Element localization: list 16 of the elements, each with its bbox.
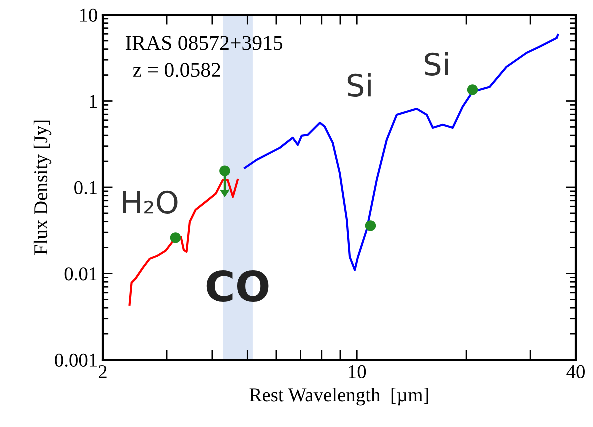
y-tick-label: 0.1 (74, 181, 97, 195)
annotation: Si (425, 52, 448, 76)
annotation: IRAS 08572+3915 (126, 36, 283, 50)
annotation: CO (206, 270, 269, 302)
y-tick-label: 0.01 (64, 268, 97, 281)
y-tick-label: 1 (90, 95, 97, 108)
annotation: Si (348, 73, 371, 98)
x-tick-label: 2 (98, 365, 107, 378)
x-tick-label: 40 (566, 365, 585, 379)
x-tick-label: 10 (349, 365, 366, 379)
annotation: z = 0.0582 (133, 63, 220, 78)
x-axis-title: Rest Wavelength [µm] (250, 388, 428, 406)
y-tick-label: 0.001 (55, 354, 97, 368)
y-axis-title: Flux Density [Jy] (34, 120, 52, 255)
annotation: H₂O (123, 190, 178, 214)
y-tick-label: 10 (80, 8, 98, 22)
